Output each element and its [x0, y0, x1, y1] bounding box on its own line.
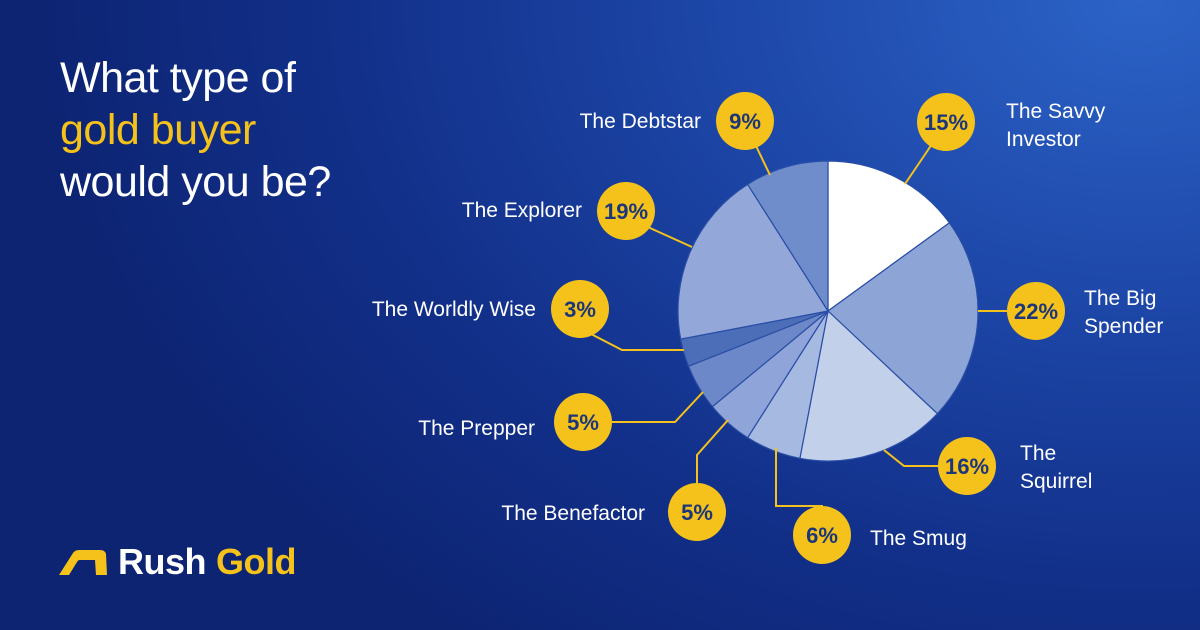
data-label: 15%: [924, 110, 968, 135]
brand-logo: Rush Gold: [58, 538, 296, 586]
headline-line-2: gold buyer: [60, 106, 256, 154]
category-label: The: [1020, 442, 1056, 465]
category-label: The Explorer: [462, 199, 582, 222]
headline: What type of gold buyer would you be?: [60, 52, 420, 208]
data-label: 9%: [729, 109, 761, 134]
brand-word-rush: Rush: [118, 541, 207, 582]
percent-badge: [668, 483, 726, 541]
category-label: The Smug: [870, 527, 967, 550]
pie-slices: [677, 160, 979, 462]
category-label: The Benefactor: [501, 502, 645, 525]
data-label: 5%: [567, 410, 599, 435]
category-label: The Debtstar: [580, 110, 701, 133]
percent-badge: [938, 437, 996, 495]
category-label: The Prepper: [418, 417, 535, 440]
data-label: 3%: [564, 297, 596, 322]
category-label: Spender: [1084, 315, 1163, 338]
data-label: 22%: [1014, 299, 1058, 324]
data-label: 5%: [681, 500, 713, 525]
percent-badge: [597, 182, 655, 240]
pie-slice: [827, 221, 979, 415]
category-label: Investor: [1006, 128, 1081, 151]
category-label: Squirrel: [1020, 470, 1092, 493]
pie-slice: [746, 160, 829, 314]
percent-badge: [551, 280, 609, 338]
data-label: 19%: [604, 199, 648, 224]
data-label: 6%: [806, 523, 838, 548]
pie-slice: [827, 160, 951, 313]
percent-badge: [917, 93, 975, 151]
headline-line-3: would you be?: [60, 158, 331, 206]
pie-slice: [799, 309, 939, 462]
data-label: 16%: [945, 454, 989, 479]
percent-badge: [793, 506, 851, 564]
category-label: The Savvy: [1006, 100, 1106, 123]
percent-badge: [716, 92, 774, 150]
headline-line-1: What type of: [60, 54, 296, 102]
category-label: The Worldly Wise: [372, 298, 536, 321]
roof-arrow-logo-icon: [59, 550, 107, 575]
pie-slice: [677, 183, 829, 340]
percent-badge: [1007, 282, 1065, 340]
brand-word-gold: Gold: [216, 541, 296, 582]
category-label: The Big: [1084, 287, 1156, 310]
percent-badge: [554, 393, 612, 451]
